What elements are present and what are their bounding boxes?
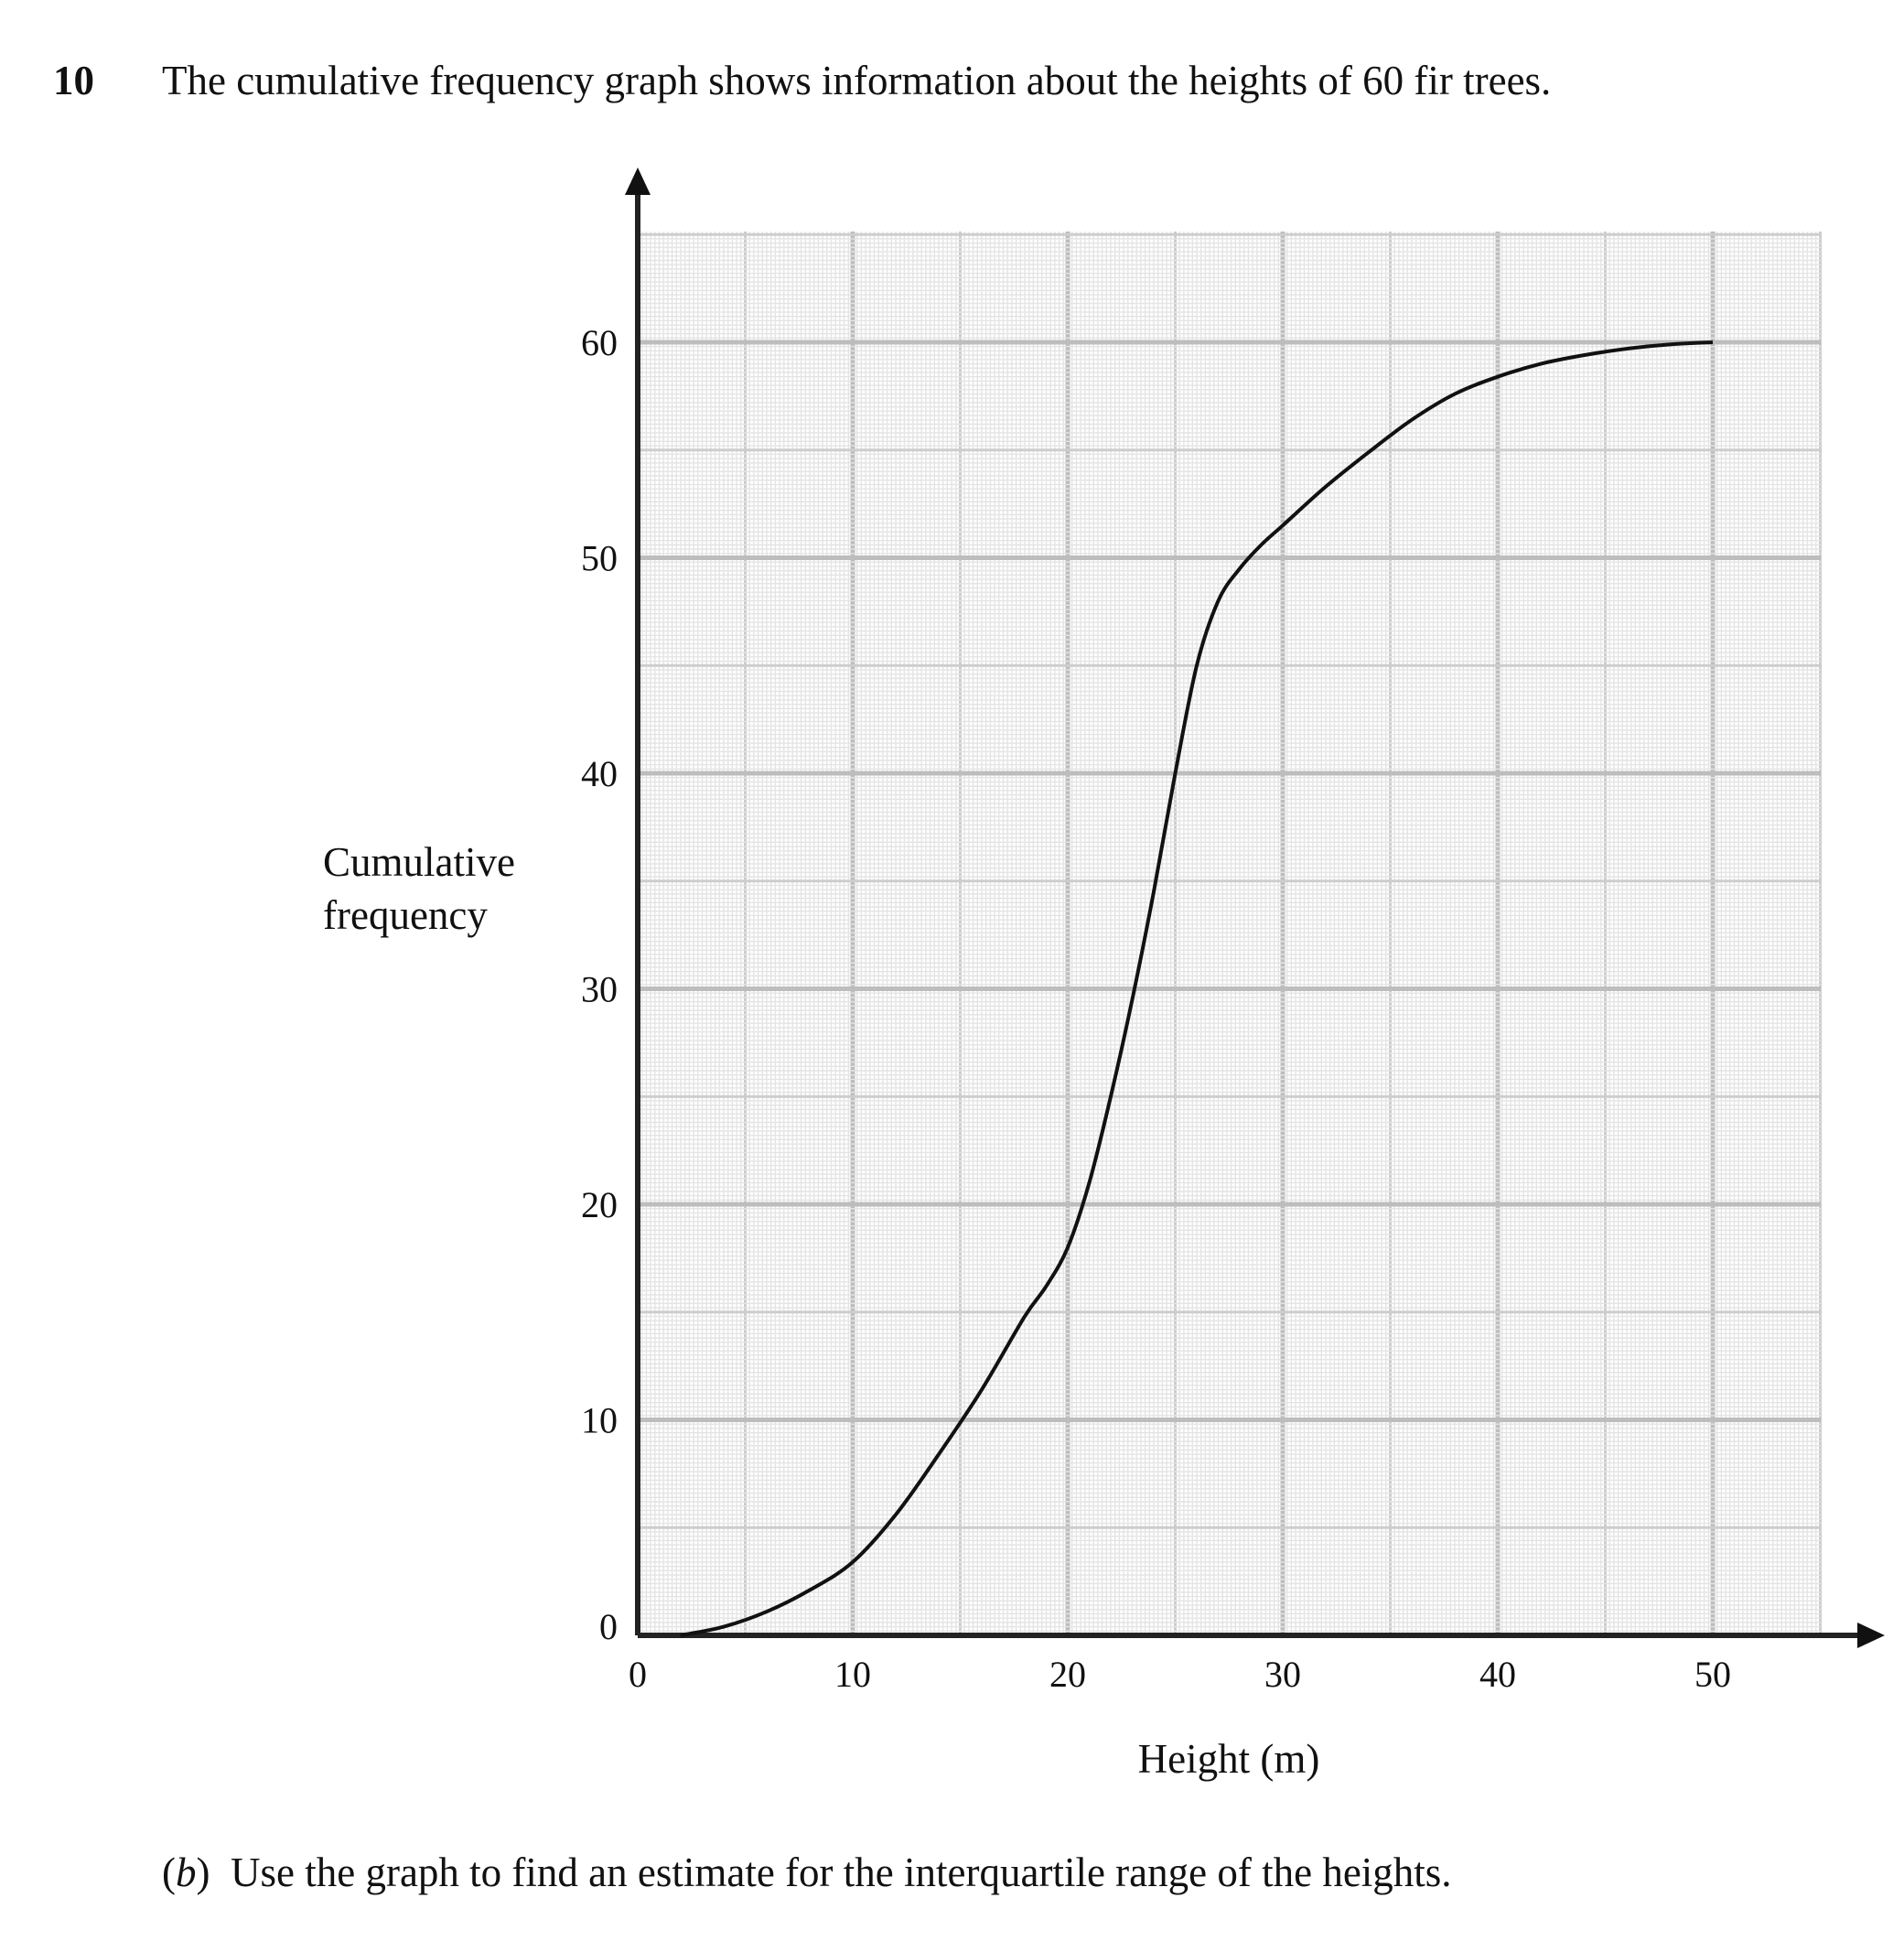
y-tick-label: 0 xyxy=(599,1606,618,1647)
x-tick-label: 50 xyxy=(1694,1654,1731,1695)
y-tick-label: 60 xyxy=(581,322,618,363)
axes xyxy=(625,167,1885,1648)
axis-labels: Height (m) Cumulative frequency xyxy=(323,839,1319,1782)
part-label: b xyxy=(176,1850,197,1895)
question-part-b: (b) Use the graph to find an estimate fo… xyxy=(162,1850,1452,1895)
cumulative-frequency-curve xyxy=(680,340,1714,1637)
y-axis-label: frequency xyxy=(323,892,488,938)
x-tick-label: 20 xyxy=(1049,1654,1086,1695)
y-tick-label: 20 xyxy=(581,1184,618,1225)
data-series xyxy=(680,340,1714,1637)
x-tick-label: 40 xyxy=(1479,1654,1516,1695)
y-axis-label: Cumulative xyxy=(323,839,515,885)
y-tick-label: 30 xyxy=(581,969,618,1010)
x-axis-arrow xyxy=(1857,1623,1885,1648)
y-tick-label: 10 xyxy=(581,1400,618,1441)
x-tick-label: 30 xyxy=(1264,1654,1301,1695)
y-tick-label: 50 xyxy=(581,538,618,579)
y-axis-arrow xyxy=(625,167,651,195)
question-number: 10 xyxy=(53,58,94,103)
x-tick-label: 10 xyxy=(834,1654,871,1695)
part-text: Use the graph to find an estimate for th… xyxy=(231,1850,1452,1895)
grid xyxy=(635,232,1822,1638)
y-tick-label: 40 xyxy=(581,753,618,794)
tick-labels: 0 10 20 30 40 50 0 10 20 30 40 50 60 xyxy=(581,322,1731,1695)
question-text: The cumulative frequency graph shows inf… xyxy=(162,58,1552,103)
x-axis-label: Height (m) xyxy=(1138,1736,1320,1782)
x-tick-label: 0 xyxy=(629,1654,647,1695)
